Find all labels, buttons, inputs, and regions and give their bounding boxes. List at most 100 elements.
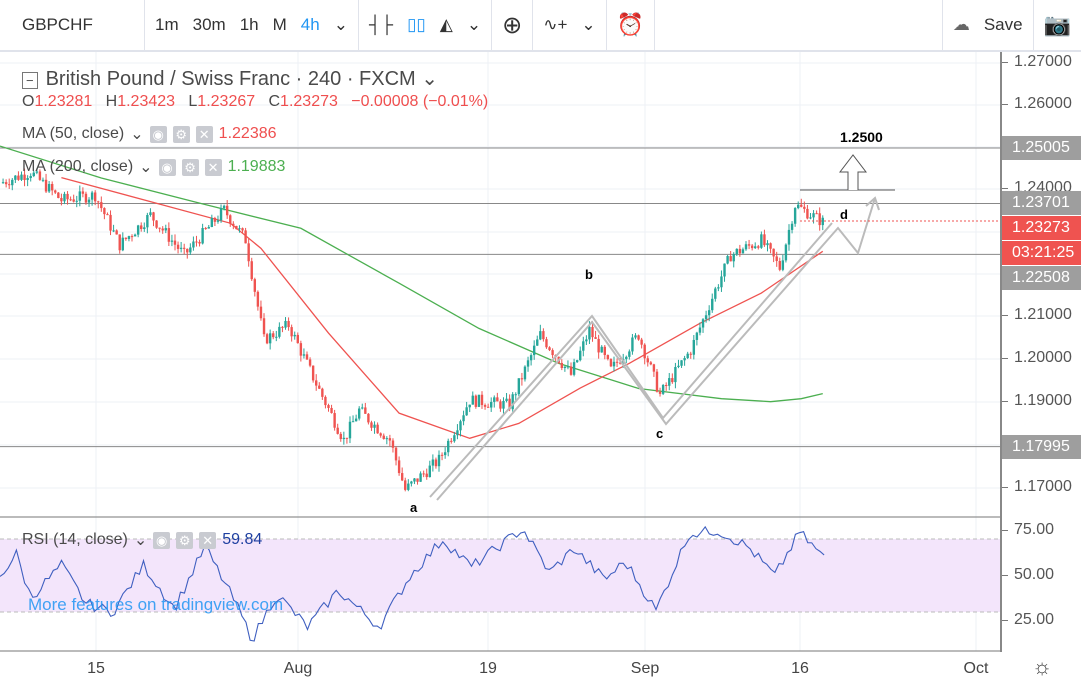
time-label: Sep	[630, 660, 660, 677]
candle-body	[717, 287, 720, 289]
candle-body	[575, 360, 579, 363]
price-chart[interactable]: 1.2500 a b c d	[0, 52, 1000, 652]
eye-icon[interactable]: ◉	[153, 531, 171, 549]
candle-body	[100, 202, 103, 209]
candle-body	[499, 401, 502, 409]
candle-body	[241, 228, 244, 231]
candle-body	[803, 206, 806, 209]
candle-body	[305, 354, 309, 360]
ma200-legend[interactable]: MA (200, close) ⌄ ◉ ⚙ ✕ 1.19883	[22, 157, 285, 177]
chevron-down-icon[interactable]: ⌄	[130, 126, 144, 143]
candle-body	[281, 326, 284, 328]
candle-body	[41, 179, 45, 181]
candle-body	[336, 427, 339, 434]
price-axis[interactable]: 1.27000 1.26000 1.24000 1.21000 1.20000 …	[1000, 52, 1081, 652]
snapshot-button[interactable]: 📷	[1034, 0, 1081, 51]
chevron-down-icon[interactable]: ⌄	[139, 159, 153, 176]
tradingview-link[interactable]: More features on tradingview.com	[28, 595, 284, 614]
time-label: 15	[87, 660, 105, 677]
candle-body	[652, 364, 656, 372]
rsi-legend[interactable]: RSI (14, close) ⌄ ◉ ⚙ ✕ 59.84	[22, 530, 262, 550]
candle-body	[800, 204, 803, 207]
wave-line	[436, 197, 876, 501]
ma50-path	[61, 176, 824, 439]
candle-body	[327, 405, 330, 408]
candle-body	[440, 454, 444, 456]
candle-body	[729, 256, 732, 262]
chevron-down-icon[interactable]: ⌄	[421, 68, 439, 90]
candle-body	[787, 229, 791, 245]
chevron-down-icon[interactable]: ⌄	[133, 532, 148, 549]
chevron-down-icon[interactable]: ⌄	[581, 15, 596, 34]
eye-icon[interactable]: ◉	[149, 125, 167, 143]
compare-icon[interactable]: ∿+	[543, 15, 568, 34]
ohlc-values: O1.23281 H1.23423 L1.23267 C1.23273 −0.0…	[22, 93, 488, 111]
candle-body	[302, 354, 306, 356]
close-icon[interactable]: ✕	[204, 158, 222, 176]
candle-body	[726, 256, 729, 264]
gear-icon[interactable]: ⚙	[172, 125, 190, 143]
candle-body	[689, 353, 692, 355]
chevron-down-icon[interactable]: ⌄	[466, 15, 482, 34]
candle-body	[17, 175, 20, 180]
candle-body	[400, 473, 404, 481]
ma50-legend[interactable]: MA (50, close) ⌄ ◉ ⚙ ✕ 1.22386	[22, 124, 277, 144]
indicator-name: MA (50, close)	[22, 125, 125, 142]
candle-body	[318, 385, 321, 389]
add-indicator-icon[interactable]: ⊕	[502, 11, 523, 39]
symbol-label[interactable]: GBPCHF	[22, 15, 93, 34]
interval-4h[interactable]: 4h	[300, 15, 320, 34]
candle-body	[195, 241, 198, 243]
rsi-tick: 25.00	[1001, 611, 1055, 628]
candle-body	[373, 424, 376, 428]
candle-body	[112, 230, 115, 232]
candle-body	[315, 380, 318, 386]
candle-body	[136, 225, 140, 235]
candle-body	[250, 261, 253, 280]
candle-body	[158, 227, 161, 229]
candle-body	[588, 326, 591, 340]
candle-body	[600, 346, 603, 353]
bars-icon[interactable]: ┤├	[368, 15, 394, 34]
candle-body	[741, 249, 745, 254]
candle-body	[450, 440, 453, 442]
price-tick: 1.17000	[1002, 478, 1072, 495]
eye-icon[interactable]: ◉	[158, 158, 176, 176]
settings-sun-icon[interactable]: ☼	[1032, 654, 1053, 679]
candle-body	[93, 192, 97, 202]
interval-1h[interactable]: 1h	[239, 15, 259, 34]
collapse-icon[interactable]: −	[22, 72, 38, 89]
area-icon[interactable]: ◭	[439, 15, 453, 34]
symbol-search[interactable]: GBPCHF	[0, 0, 145, 51]
close-icon[interactable]: ✕	[195, 125, 213, 143]
interval-M[interactable]: M	[272, 15, 287, 34]
candle-body	[625, 356, 628, 360]
level-label: 1.22508	[1002, 266, 1081, 290]
interval-group: 1m 30m 1h M 4h ⌄	[145, 0, 359, 51]
candle-body	[747, 244, 751, 246]
interval-30m[interactable]: 30m	[192, 15, 226, 34]
gear-icon[interactable]: ⚙	[181, 158, 199, 176]
alarm-clock-icon[interactable]: ⏰	[616, 12, 645, 37]
high-value: 1.23423	[117, 93, 176, 110]
candle-body	[50, 184, 54, 191]
current-price-label: 1.23273	[1002, 216, 1081, 240]
candle-body	[26, 178, 29, 181]
candles-icon[interactable]: ▯▯	[407, 15, 426, 34]
interval-1m[interactable]: 1m	[155, 15, 179, 34]
chevron-down-icon[interactable]: ⌄	[333, 15, 348, 34]
candle-body	[379, 433, 382, 436]
candle-body	[723, 263, 726, 277]
candle-body	[198, 241, 201, 244]
close-icon[interactable]: ✕	[199, 531, 217, 549]
candle-body	[330, 407, 333, 414]
candle-body	[582, 341, 585, 351]
save-button[interactable]: ☁ Save	[941, 0, 1034, 51]
candle-body	[536, 339, 539, 346]
symbol-legend[interactable]: − British Pound / Swiss Franc · 240 · FXC…	[22, 66, 438, 91]
candle-body	[247, 243, 250, 262]
candle-body	[818, 213, 821, 226]
close-value: 1.23273	[280, 93, 338, 110]
candle-body	[4, 182, 8, 185]
gear-icon[interactable]: ⚙	[176, 531, 194, 549]
